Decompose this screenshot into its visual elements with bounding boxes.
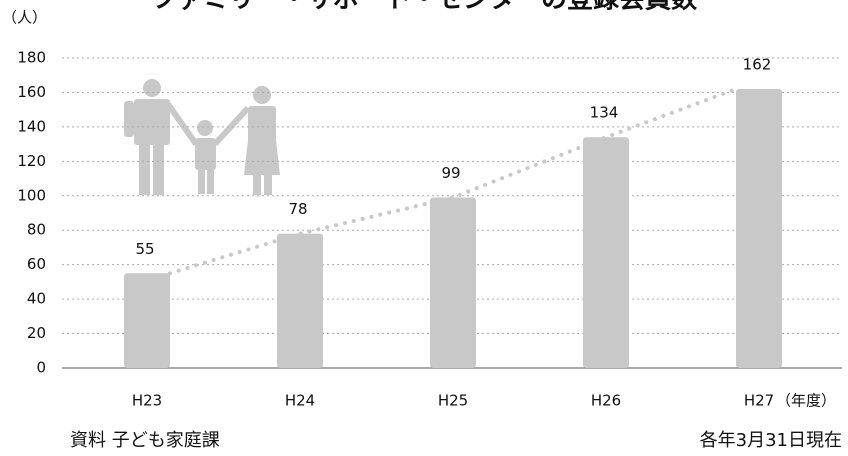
y-unit: （人） [2, 9, 47, 27]
x-tick-label: H23 [132, 392, 162, 410]
y-tick-label: 20 [27, 324, 46, 342]
bar [430, 197, 476, 368]
x-unit: （年度） [776, 392, 836, 410]
y-tick-label: 180 [17, 49, 46, 67]
y-tick-label: 40 [27, 290, 46, 308]
value-label: 99 [441, 164, 460, 182]
y-tick-label: 100 [17, 186, 46, 204]
bar [124, 273, 170, 368]
value-label: 162 [743, 56, 772, 74]
x-tick-label: H25 [438, 392, 468, 410]
family-icon [124, 79, 280, 195]
bar [583, 137, 629, 368]
value-label: 78 [288, 200, 307, 218]
y-tick-label: 160 [17, 83, 46, 101]
x-tick-label: H24 [285, 392, 315, 410]
y-tick-label: 0 [36, 359, 46, 377]
note: 各年3月31日現在 [700, 430, 842, 451]
trend-line [168, 87, 738, 276]
x-tick-label: H27 [744, 392, 774, 410]
y-tick-label: 80 [27, 221, 46, 239]
bar [277, 233, 323, 368]
y-tick-label: 60 [27, 255, 46, 273]
bar [736, 89, 782, 368]
value-label: 134 [590, 104, 619, 122]
value-label: 55 [135, 240, 154, 258]
x-tick-label: H26 [591, 392, 621, 410]
source: 資料 子ども家庭課 [70, 430, 220, 451]
chart-title: ファミリー・サポート・センターの登録会員数 [151, 0, 698, 15]
y-tick-label: 140 [17, 117, 46, 135]
y-tick-label: 120 [17, 152, 46, 170]
